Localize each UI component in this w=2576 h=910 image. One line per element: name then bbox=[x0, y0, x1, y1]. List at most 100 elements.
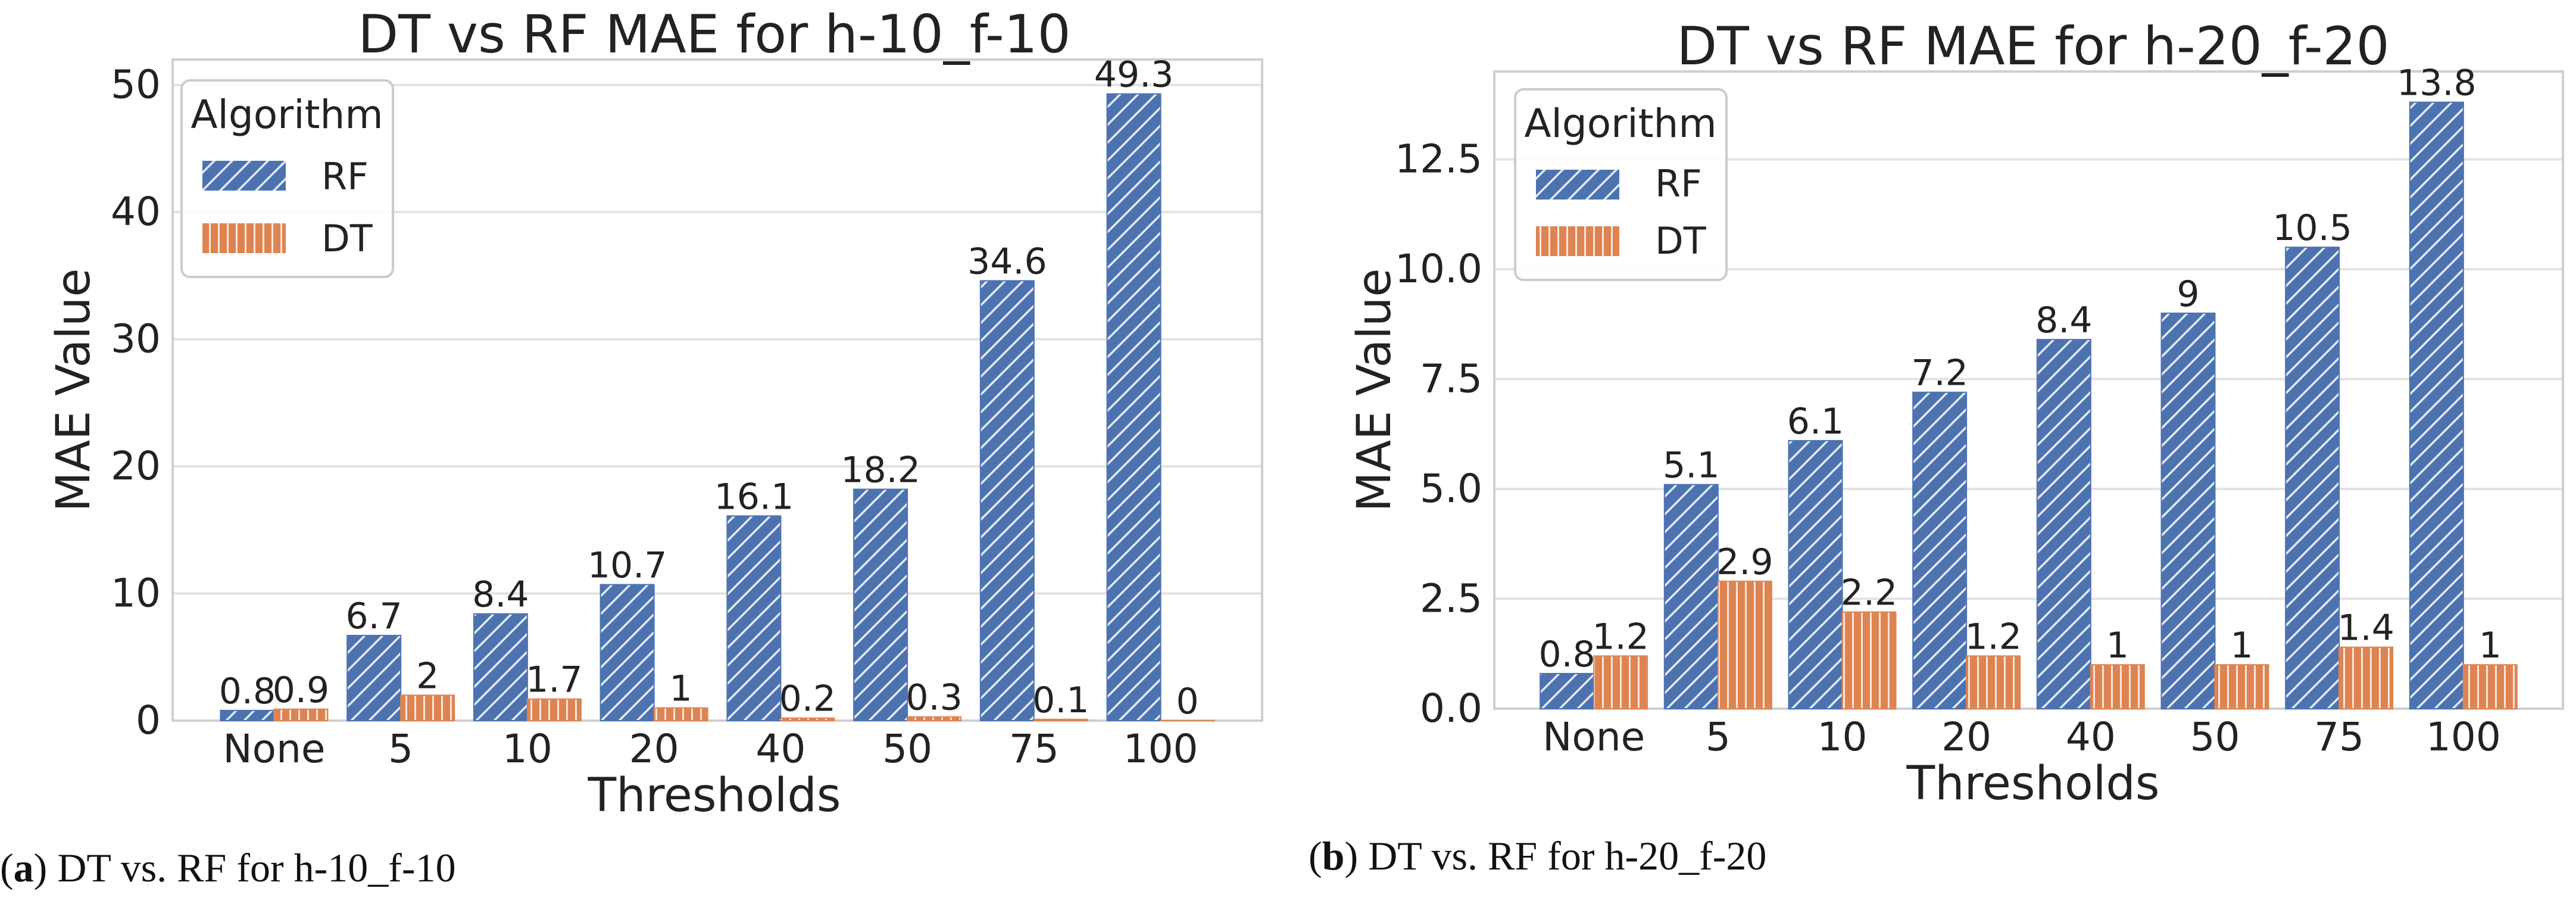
bar-rf-50 bbox=[853, 488, 908, 721]
bar-dt-75 bbox=[1033, 718, 1088, 721]
bar-rf-none bbox=[1540, 672, 1595, 710]
bar-rf-40 bbox=[2036, 339, 2091, 709]
legend-title: Algorithm bbox=[1524, 101, 1716, 147]
legend-swatch-rf bbox=[202, 161, 286, 191]
legend-label-dt: DT bbox=[321, 217, 373, 260]
data-label-dt-75: 0.1 bbox=[1032, 680, 1089, 721]
bar-dt-10 bbox=[526, 698, 582, 722]
bar-dt-none bbox=[273, 708, 329, 721]
legend-label-dt: DT bbox=[1655, 219, 1707, 263]
y-tick-label: 5.0 bbox=[1420, 466, 1482, 512]
y-axis-label: MAE Value bbox=[47, 269, 101, 512]
bar-rf-20 bbox=[599, 584, 655, 721]
data-label-rf-20: 10.7 bbox=[588, 545, 667, 587]
x-tick-label: 10 bbox=[502, 726, 552, 772]
bar-rf-100 bbox=[1106, 93, 1161, 721]
caption-b: (b) DT vs. RF for h-20_f-20 bbox=[1309, 833, 1767, 878]
data-label-dt-100: 1 bbox=[2479, 625, 2502, 666]
y-tick-label: 12.5 bbox=[1395, 136, 1482, 182]
legend: Algorithm RF DT bbox=[180, 79, 394, 278]
y-tick-label: 50 bbox=[111, 62, 161, 108]
plot-frame bbox=[1493, 70, 2564, 710]
x-tick-label: 50 bbox=[882, 726, 932, 772]
data-label-rf-5: 5.1 bbox=[1663, 445, 1719, 487]
x-tick-label: 75 bbox=[1009, 726, 1059, 772]
data-label-dt-20: 1 bbox=[670, 668, 692, 710]
data-label-rf-none: 0.8 bbox=[219, 671, 276, 712]
data-label-dt-50: 1 bbox=[2230, 625, 2253, 666]
caption-text: ) DT vs. RF for h-10_f-10 bbox=[33, 845, 456, 890]
bar-rf-75 bbox=[2285, 247, 2340, 709]
x-tick-label: 50 bbox=[2190, 714, 2240, 760]
legend-swatch-rf bbox=[1536, 170, 1619, 200]
x-tick-label: 10 bbox=[1818, 714, 1868, 760]
data-label-rf-5: 6.7 bbox=[345, 596, 402, 637]
bar-rf-10 bbox=[1788, 440, 1843, 709]
bar-dt-20 bbox=[1966, 655, 2021, 709]
bar-dt-5 bbox=[1717, 581, 1772, 709]
data-label-dt-40: 1 bbox=[2106, 625, 2129, 666]
x-tick-label: 20 bbox=[629, 726, 679, 772]
bar-dt-5 bbox=[400, 694, 455, 722]
bar-rf-75 bbox=[979, 280, 1035, 721]
data-label-rf-50: 18.2 bbox=[841, 450, 920, 491]
x-tick-label: 40 bbox=[2066, 714, 2116, 760]
bar-dt-100 bbox=[2462, 664, 2518, 710]
data-label-dt-5: 2.9 bbox=[1716, 541, 1773, 583]
y-tick-label: 30 bbox=[111, 316, 161, 362]
plot-frame bbox=[171, 58, 1263, 722]
bar-dt-none bbox=[1593, 655, 1648, 709]
data-label-dt-75: 1.4 bbox=[2337, 607, 2394, 649]
bar-rf-20 bbox=[1912, 391, 1968, 709]
x-axis-label: Thresholds bbox=[1906, 757, 2159, 811]
data-label-dt-none: 1.2 bbox=[1592, 616, 1648, 657]
data-label-rf-10: 6.1 bbox=[1787, 401, 1844, 442]
x-axis-label: Thresholds bbox=[587, 769, 841, 822]
legend-swatch-dt bbox=[202, 223, 286, 253]
x-tick-label: 5 bbox=[388, 726, 413, 772]
bar-rf-5 bbox=[1663, 484, 1719, 709]
chart-panel-a: DT vs RF MAE for h-10_f-10 0.80.9 6.7 2 8.4… bbox=[47, 4, 1263, 822]
data-label-rf-10: 8.4 bbox=[472, 574, 529, 616]
y-tick-label: 0.0 bbox=[1420, 685, 1482, 731]
y-tick-label: 0 bbox=[136, 697, 161, 743]
bar-rf-100 bbox=[2409, 101, 2464, 710]
x-tick-label: None bbox=[1543, 714, 1645, 760]
caption-text: ) DT vs. RF for h-20_f-20 bbox=[1344, 833, 1767, 878]
data-label-rf-50: 9 bbox=[2177, 273, 2199, 315]
data-label-rf-40: 16.1 bbox=[714, 476, 794, 518]
legend-label-rf: RF bbox=[321, 155, 369, 198]
bar-dt-20 bbox=[653, 707, 708, 721]
bar-dt-40 bbox=[780, 717, 835, 721]
data-label-dt-20: 1.2 bbox=[1965, 616, 2021, 657]
data-label-rf-40: 8.4 bbox=[2035, 300, 2092, 341]
bar-rf-10 bbox=[473, 613, 528, 721]
x-tick-label: 40 bbox=[755, 726, 805, 772]
caption-a: (a) DT vs. RF for h-10_f-10 bbox=[0, 845, 456, 890]
data-label-dt-10: 2.2 bbox=[1841, 572, 1897, 614]
chart-title: DT vs RF MAE for h-10_f-10 bbox=[358, 4, 1070, 65]
y-tick-label: 10.0 bbox=[1395, 246, 1482, 292]
legend: Algorithm RF DT bbox=[1514, 88, 1728, 281]
y-tick-label: 20 bbox=[111, 443, 161, 489]
bar-dt-40 bbox=[2090, 664, 2145, 710]
x-tick-label: 100 bbox=[1123, 726, 1198, 772]
data-label-dt-100: 0 bbox=[1176, 681, 1198, 722]
data-label-rf-75: 34.6 bbox=[967, 241, 1047, 282]
data-label-dt-10: 1.7 bbox=[526, 659, 582, 701]
bar-dt-75 bbox=[2338, 646, 2394, 710]
data-label-dt-none: 0.9 bbox=[273, 669, 329, 711]
data-label-rf-20: 7.2 bbox=[1911, 353, 1968, 394]
chart-panel-b: DT vs RF MAE for h-20_f-20 0.81.25.12.96… bbox=[1348, 15, 2564, 811]
y-tick-label: 2.5 bbox=[1420, 576, 1482, 622]
caption-letter: b bbox=[1322, 833, 1345, 878]
bar-dt-50 bbox=[907, 716, 962, 722]
y-axis-label: MAE Value bbox=[1348, 269, 1401, 512]
x-tick-label: None bbox=[223, 726, 325, 772]
data-label-rf-100: 13.8 bbox=[2397, 63, 2477, 104]
y-tick-label: 10 bbox=[111, 571, 161, 616]
x-tick-label: 75 bbox=[2314, 714, 2364, 760]
bar-rf-50 bbox=[2160, 312, 2216, 709]
x-tick-label: 100 bbox=[2426, 714, 2501, 760]
chart-title: DT vs RF MAE for h-20_f-20 bbox=[1676, 15, 2389, 77]
